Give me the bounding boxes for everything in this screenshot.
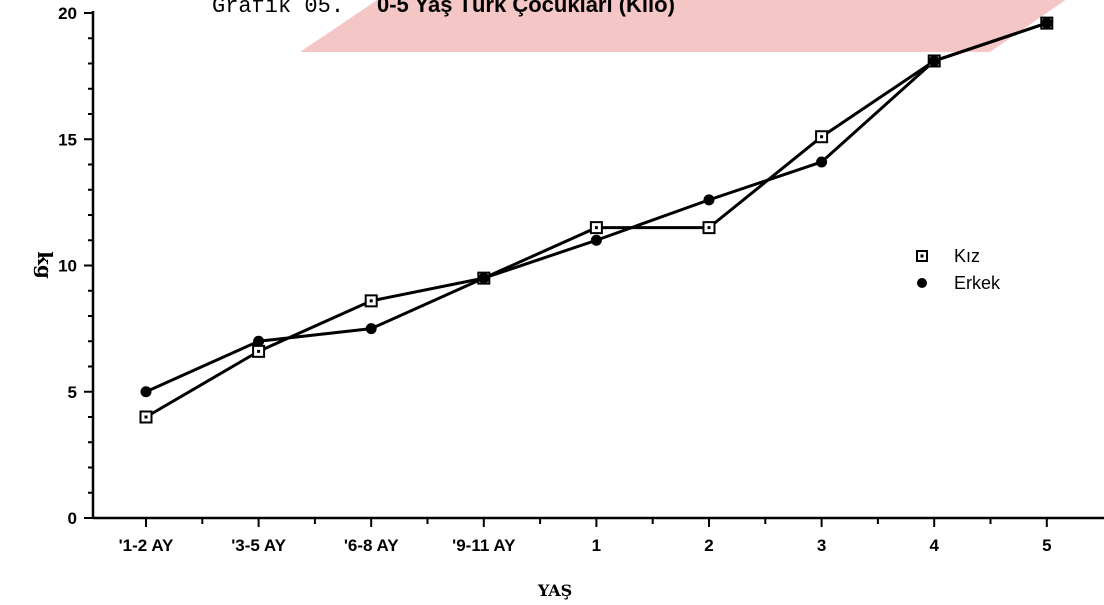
data-point-erkek: [590, 234, 602, 246]
data-point-erkek: [816, 156, 828, 168]
x-tick-label: '1-2 AY: [119, 536, 174, 555]
watermark-stripe: [712, 0, 928, 52]
data-point-kiz-center: [257, 349, 261, 353]
chart-title: 0-5 Yaş Türk Çocukları (Kilo): [377, 0, 675, 17]
watermark: [300, 0, 1066, 52]
data-point-kiz-center: [820, 135, 824, 139]
y-tick-label: 20: [58, 4, 77, 23]
series: [139, 16, 1054, 424]
data-point-erkek: [140, 386, 152, 398]
data-point-erkek: [478, 272, 490, 284]
data-point-kiz-center: [369, 299, 373, 303]
data-point-erkek: [365, 323, 377, 335]
series-line-erkek: [145, 21, 1048, 394]
legend-marker-kiz-center: [920, 254, 924, 258]
x-tick-label: '3-5 AY: [231, 536, 286, 555]
data-point-erkek: [253, 335, 265, 347]
legend-label-kiz: Kız: [954, 246, 980, 266]
x-tick-label: 4: [929, 536, 939, 555]
axes: [84, 11, 1104, 527]
data-point-kiz-center: [707, 226, 711, 230]
x-axis-title: YAŞ: [537, 581, 572, 600]
watermark-stripe: [850, 0, 1066, 52]
x-tick-label: 1: [592, 536, 601, 555]
x-tick-label: 3: [817, 536, 826, 555]
y-tick-label: 0: [68, 509, 77, 528]
y-tick-label: 10: [58, 257, 77, 276]
y-tick-label: 5: [68, 383, 77, 402]
data-point-kiz-center: [144, 415, 148, 419]
watermark-stripe: [437, 0, 654, 52]
data-point-erkek: [1041, 17, 1053, 29]
legend-label-erkek: Erkek: [954, 273, 1001, 293]
watermark-stripe: [300, 0, 516, 52]
y-axis-title: kg: [33, 251, 57, 279]
x-tick-label: 5: [1042, 536, 1051, 555]
legend: Kız Erkek: [916, 246, 1001, 293]
x-tick-label: '6-8 AY: [344, 536, 399, 555]
y-tick-label: 15: [58, 130, 77, 149]
data-point-kiz-center: [594, 226, 598, 230]
data-point-erkek: [928, 55, 940, 67]
legend-marker-erkek: [917, 278, 927, 288]
x-tick-label: '9-11 AY: [452, 536, 516, 555]
x-tick-label: 2: [704, 536, 713, 555]
chart-title-prefix: Grafik 05.: [212, 0, 344, 19]
data-point-erkek: [703, 194, 715, 206]
labels: 0 5 10 15 20 '1-2 AY '3-5 AY '6-8 AY '9-11 AY 1 2 3…: [33, 0, 1052, 600]
watermark-stripe: [575, 0, 791, 52]
